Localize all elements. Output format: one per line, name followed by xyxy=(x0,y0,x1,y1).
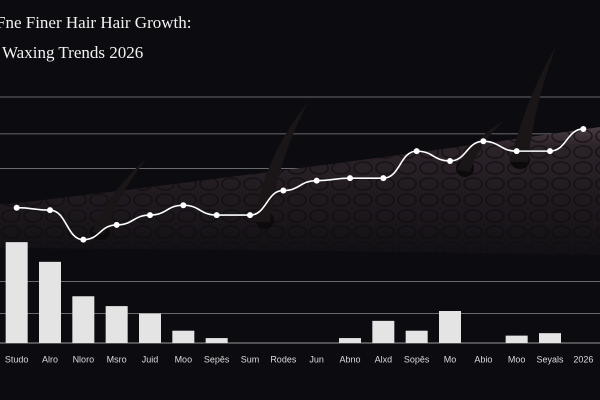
x-tick-label: Sopēs xyxy=(404,354,430,364)
point xyxy=(113,221,120,228)
bar xyxy=(405,330,428,343)
x-tick-label: Juid xyxy=(142,354,159,364)
point xyxy=(13,204,20,211)
point xyxy=(480,138,487,145)
x-tick-label: Alro xyxy=(42,354,58,364)
x-tick-label: Moo xyxy=(508,354,526,364)
point xyxy=(180,202,187,209)
bar xyxy=(339,338,361,343)
bar xyxy=(205,338,228,343)
point xyxy=(347,175,353,182)
point xyxy=(47,207,53,214)
x-tick-label: Msro xyxy=(107,354,127,364)
bar xyxy=(439,311,461,343)
chart-subtitle: Waxing Trends 2026 xyxy=(2,43,143,62)
hair-strands xyxy=(90,44,557,240)
bar xyxy=(172,330,195,343)
point xyxy=(447,157,453,164)
point xyxy=(380,175,387,182)
chart-title: Fne Finer Hair Hair Growth: xyxy=(0,13,191,32)
bar xyxy=(72,296,95,343)
x-tick-label: Alxd xyxy=(375,354,393,364)
skin-texture xyxy=(0,127,600,255)
point xyxy=(247,212,253,219)
x-tick-label: Studo xyxy=(5,354,29,364)
point xyxy=(80,236,87,243)
x-tick-label: Nloro xyxy=(73,354,95,364)
bar xyxy=(372,320,395,343)
x-tick-label: Rodes xyxy=(270,354,297,364)
point xyxy=(580,125,587,132)
x-tick-label: Jun xyxy=(309,354,324,364)
bar xyxy=(5,242,28,343)
point xyxy=(213,212,220,219)
point xyxy=(313,177,320,184)
bar xyxy=(105,306,128,343)
x-tick-label: Seyals xyxy=(536,354,564,364)
bar xyxy=(505,335,528,343)
x-tick-label: Sepēs xyxy=(204,354,230,364)
bar xyxy=(39,261,61,343)
x-tick-label: Abno xyxy=(339,354,360,364)
point xyxy=(147,212,153,219)
x-tick-label: 2026 xyxy=(573,354,593,364)
x-tick-label: Moo xyxy=(175,354,193,364)
point xyxy=(513,148,520,155)
x-tick-label: Sum xyxy=(241,354,260,364)
bar xyxy=(539,333,561,343)
line xyxy=(16,128,584,241)
x-tick-label: Mo xyxy=(444,354,457,364)
bar xyxy=(139,313,161,343)
x-tick-label: Abio xyxy=(474,354,492,364)
point xyxy=(280,187,287,194)
point xyxy=(547,148,553,155)
point xyxy=(413,148,420,155)
